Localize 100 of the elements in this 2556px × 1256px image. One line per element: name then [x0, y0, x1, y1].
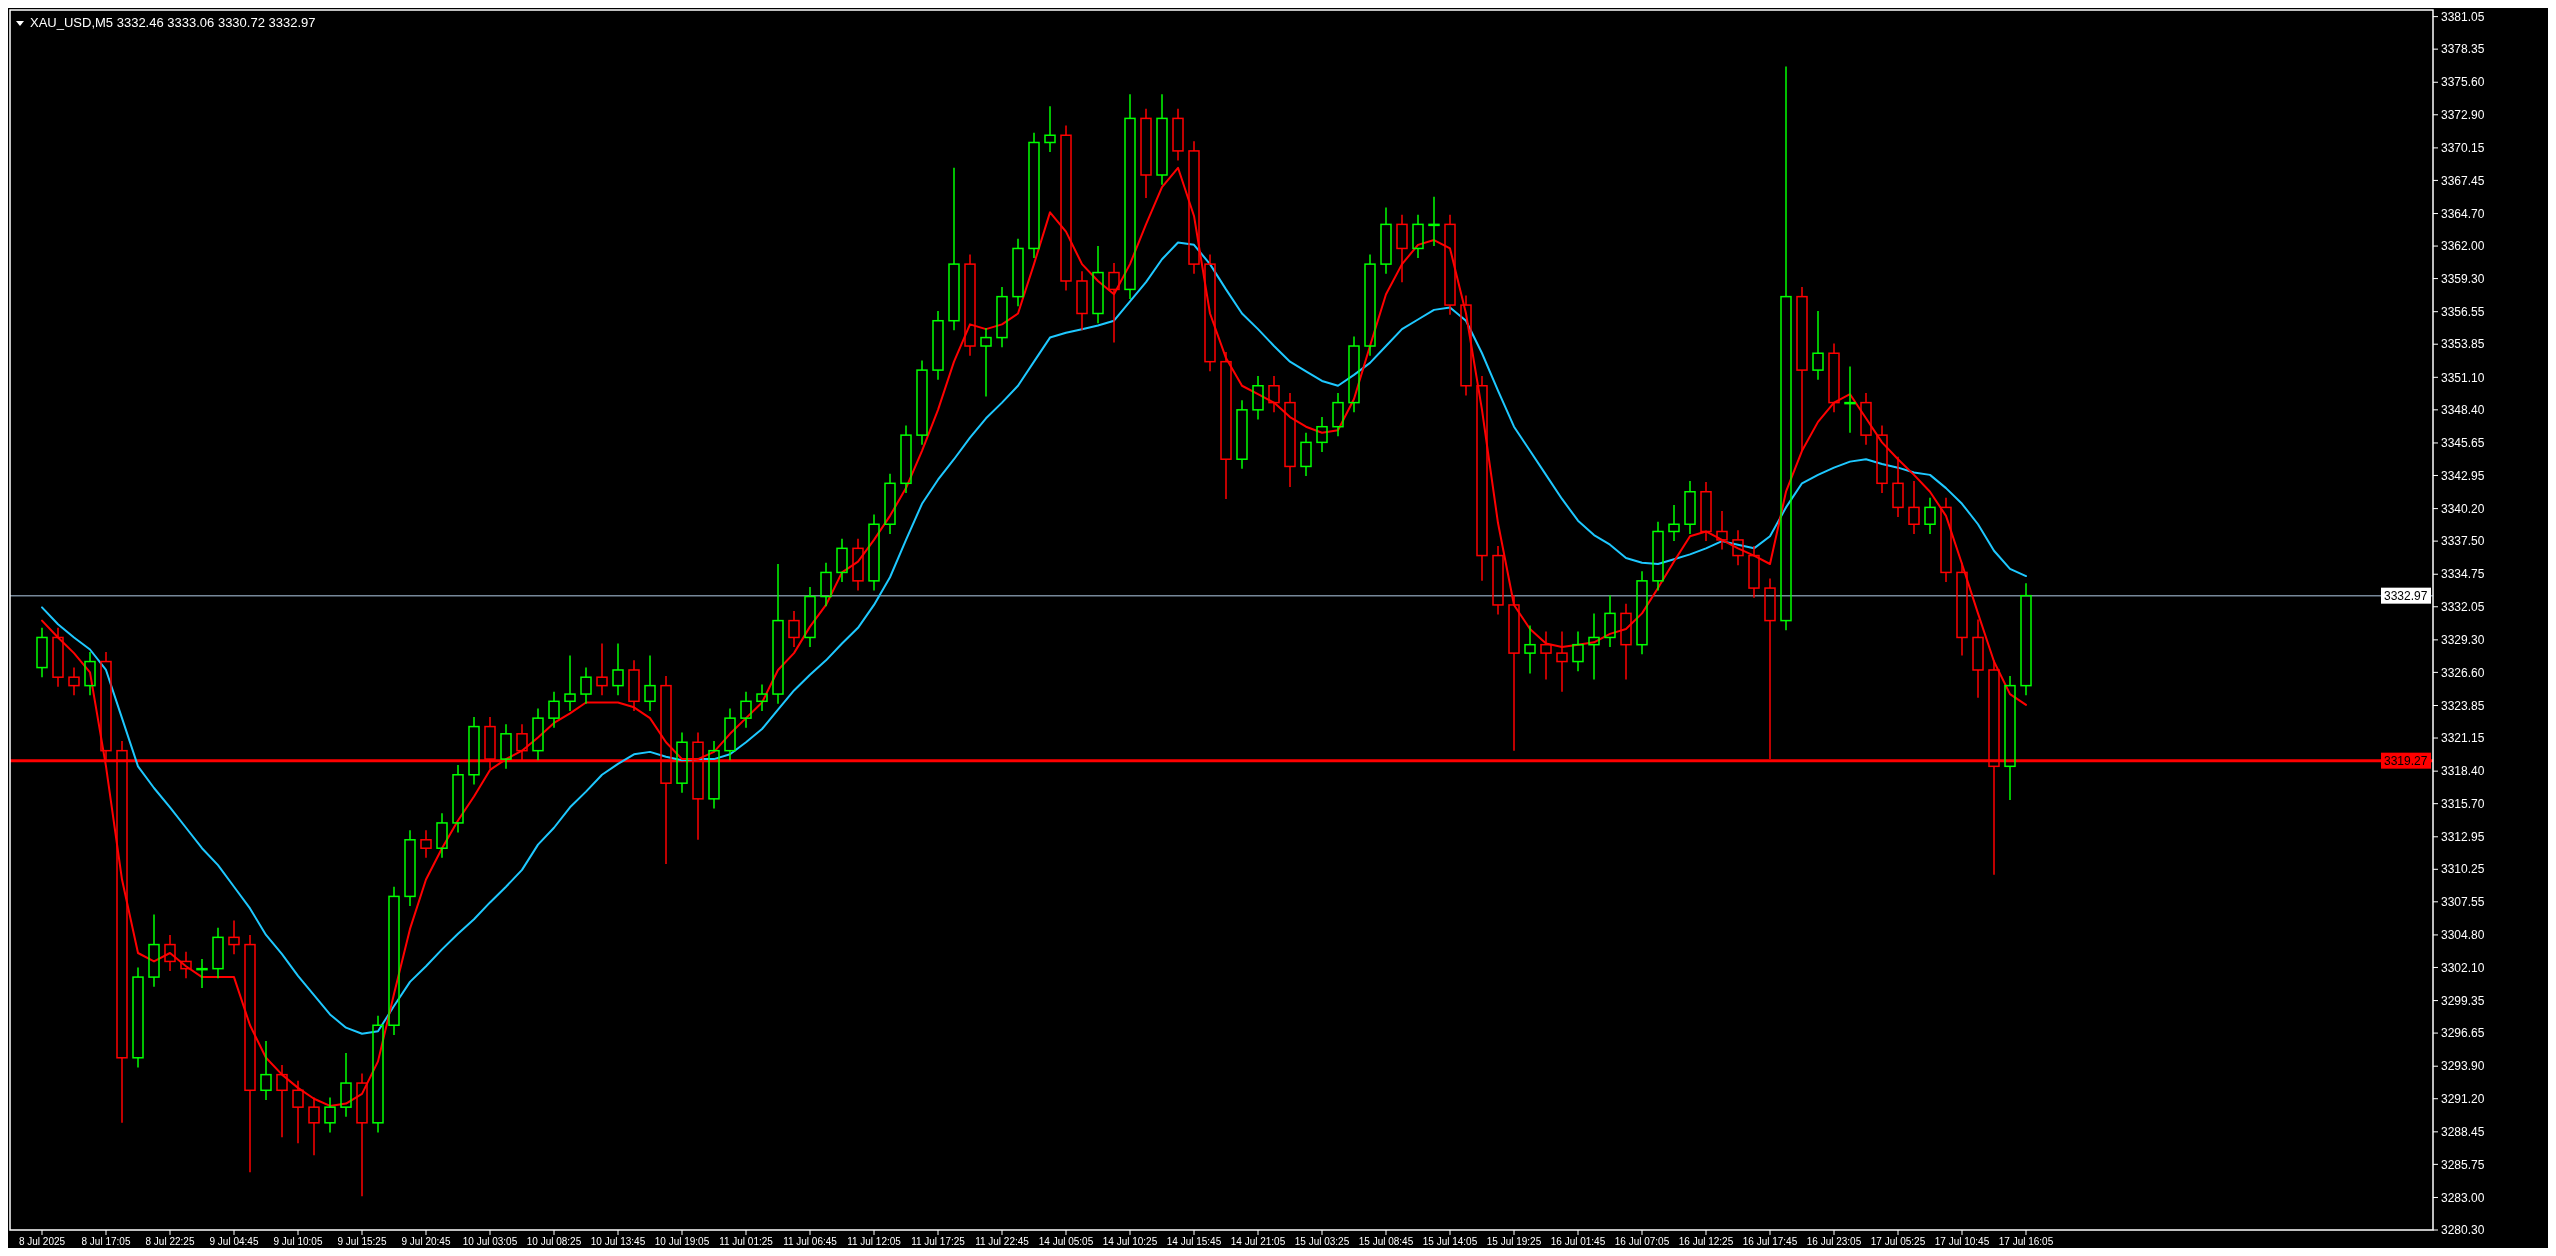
x-tick-label: 8 Jul 2025 — [18, 1236, 66, 1247]
x-tick-label: 9 Jul 15:25 — [337, 1236, 387, 1247]
candlestick — [868, 513, 880, 592]
candlestick — [1268, 375, 1280, 413]
candlestick — [948, 167, 960, 332]
candlestick — [1476, 375, 1488, 582]
candlestick — [228, 919, 240, 955]
candlestick — [932, 310, 944, 381]
candlestick — [260, 1040, 272, 1101]
candlestick — [772, 563, 784, 705]
y-tick-label: 3307.55 — [2441, 895, 2485, 910]
x-tick-label: 11 Jul 01:25 — [719, 1236, 774, 1247]
ref-line-label: 3332.97 — [2384, 588, 2428, 603]
candlestick — [1796, 286, 1808, 452]
candlestick — [1236, 399, 1248, 470]
x-tick-label: 11 Jul 17:25 — [911, 1236, 966, 1247]
y-tick-label: 3291.20 — [2441, 1091, 2485, 1106]
candlestick — [1620, 602, 1632, 681]
y-tick-label: 3334.75 — [2441, 567, 2485, 582]
candlestick — [1716, 510, 1728, 551]
candlestick — [1972, 618, 1984, 699]
candlestick — [548, 690, 560, 729]
y-tick-label: 3337.50 — [2441, 534, 2485, 549]
x-tick-label: 11 Jul 22:45 — [975, 1236, 1030, 1247]
candlestick — [1604, 594, 1616, 648]
x-tick-label: 16 Jul 23:05 — [1806, 1236, 1862, 1247]
y-tick-label: 3351.10 — [2441, 370, 2485, 385]
candlestick — [612, 642, 624, 697]
candlestick — [404, 829, 416, 907]
y-tick-label: 3356.55 — [2441, 304, 2485, 319]
candlestick — [180, 951, 192, 980]
candlestick — [852, 537, 864, 592]
candlestick — [1684, 480, 1696, 535]
candlestick — [676, 731, 688, 794]
y-tick-label: 3372.90 — [2441, 107, 2485, 122]
candlestick — [964, 253, 976, 357]
candlestick — [1108, 262, 1120, 344]
candlestick — [1348, 335, 1360, 413]
y-tick-label: 3359.30 — [2441, 271, 2485, 286]
candlestick — [164, 934, 176, 972]
candlestick — [2020, 582, 2032, 697]
candlestick — [1492, 545, 1504, 616]
y-tick-label: 3370.15 — [2441, 141, 2485, 156]
y-tick-label: 3304.80 — [2441, 928, 2485, 943]
x-tick-label: 14 Jul 05:05 — [1038, 1236, 1094, 1247]
x-tick-label: 8 Jul 22:25 — [145, 1236, 195, 1247]
x-tick-label: 10 Jul 13:45 — [590, 1236, 646, 1247]
candlestick — [1412, 213, 1424, 259]
candlestick — [996, 286, 1008, 348]
x-tick-label: 9 Jul 20:45 — [401, 1236, 451, 1247]
x-tick-label: 11 Jul 06:45 — [783, 1236, 838, 1247]
x-tick-label: 17 Jul 16:05 — [1998, 1236, 2054, 1247]
candlestick — [2004, 675, 2016, 801]
candlestick — [1220, 351, 1232, 500]
ref-line-label: 3319.27 — [2384, 753, 2428, 768]
x-tick-label: 16 Jul 17:45 — [1742, 1236, 1798, 1247]
y-tick-label: 3310.25 — [2441, 862, 2485, 877]
candlestick — [148, 913, 160, 988]
candlestick — [596, 642, 608, 697]
candlestick — [1732, 529, 1744, 566]
y-tick-label: 3340.20 — [2441, 501, 2485, 516]
candlestick — [644, 654, 656, 712]
chart-title: XAU_USD,M5 3332.46 3333.06 3330.72 3332.97 — [30, 15, 316, 30]
x-tick-label: 8 Jul 17:05 — [81, 1236, 131, 1247]
candlestick — [580, 666, 592, 705]
candlestick — [532, 707, 544, 762]
y-tick-label: 3283.00 — [2441, 1190, 2485, 1205]
candlestick — [1876, 424, 1888, 494]
y-tick-label: 3375.60 — [2441, 75, 2485, 90]
x-tick-label: 10 Jul 19:05 — [654, 1236, 710, 1247]
candlestick — [1812, 310, 1824, 381]
candlestick — [916, 359, 928, 446]
x-tick-label: 14 Jul 15:45 — [1166, 1236, 1222, 1247]
candlestick — [1124, 93, 1136, 300]
y-tick-label: 3293.90 — [2441, 1059, 2485, 1074]
candlestick — [436, 812, 448, 859]
candlestick — [1428, 195, 1440, 247]
x-tick-label: 16 Jul 07:05 — [1614, 1236, 1670, 1247]
candlestick — [1652, 521, 1664, 592]
y-tick-label: 3302.10 — [2441, 960, 2485, 975]
candlestick — [1940, 497, 1952, 583]
candlestick — [1044, 105, 1056, 153]
x-tick-label: 16 Jul 12:25 — [1678, 1236, 1734, 1247]
candlestick — [340, 1052, 352, 1118]
candlestick — [980, 327, 992, 398]
candlestick — [1636, 570, 1648, 656]
candlestick — [1380, 206, 1392, 275]
candlestick — [1540, 630, 1552, 681]
candlestick — [1524, 624, 1536, 675]
x-tick-label: 15 Jul 14:05 — [1422, 1236, 1478, 1247]
x-tick-label: 10 Jul 03:05 — [462, 1236, 518, 1247]
candlestick — [1860, 392, 1872, 446]
candlestick — [1700, 481, 1712, 542]
y-tick-label: 3285.75 — [2441, 1157, 2485, 1172]
y-tick-label: 3288.45 — [2441, 1125, 2485, 1140]
candlestick — [1924, 497, 1936, 535]
candlestick — [468, 716, 480, 786]
y-tick-label: 3362.00 — [2441, 239, 2485, 254]
line-series — [41, 241, 2027, 1035]
candlestick — [1300, 431, 1312, 477]
